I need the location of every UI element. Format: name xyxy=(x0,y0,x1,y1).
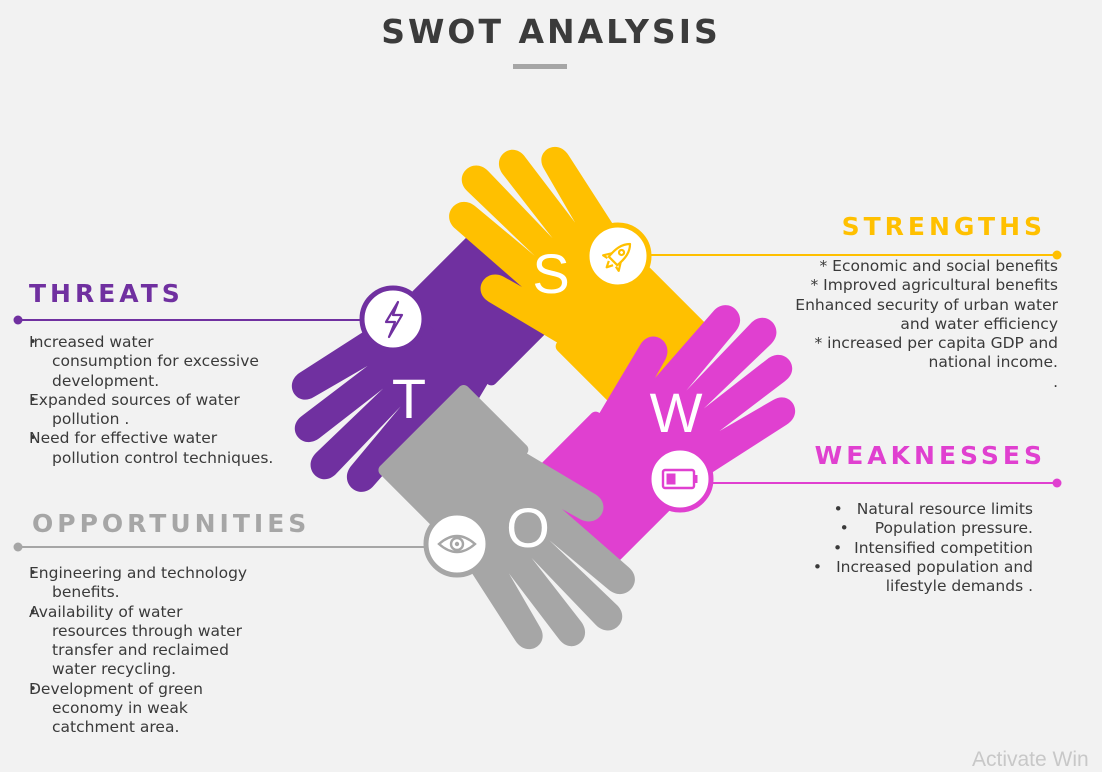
list-item-text: Increased population and xyxy=(836,557,1033,576)
threats-connector-dot xyxy=(13,315,23,325)
list-item: Increased water xyxy=(29,333,329,353)
list-item: • Increased population and xyxy=(812,557,1033,576)
weaknesses-heading: WEAKNESSES xyxy=(814,441,1046,470)
list-item: * increased per capita GDP and xyxy=(814,334,1059,353)
title-underline xyxy=(513,64,567,69)
list-item: Enhanced security of urban water xyxy=(795,295,1058,314)
list-item: development. xyxy=(52,371,160,390)
list-item: . xyxy=(1053,372,1058,391)
opportunities-list: Engineering and technology benefits. Ava… xyxy=(29,564,329,738)
threats-heading: THREATS xyxy=(29,279,184,308)
list-item-text: Natural resource limits xyxy=(856,500,1033,518)
opportunities-connector-dot xyxy=(13,542,23,552)
list-item: pollution . xyxy=(52,410,130,429)
list-item: Need for effective water xyxy=(29,429,329,449)
list-item-text: Intensified competition xyxy=(854,538,1033,557)
letter-w: W xyxy=(650,381,703,444)
strengths-list: * Economic and social benefits * Improve… xyxy=(758,257,1058,392)
rocket-icon xyxy=(584,222,652,290)
list-item: • Population pressure. xyxy=(839,519,1033,538)
list-item: Engineering and technology xyxy=(29,564,329,584)
connector-lines xyxy=(13,250,1062,552)
list-item: water recycling. xyxy=(52,660,177,679)
opportunities-heading: OPPORTUNITIES xyxy=(32,509,311,538)
weaknesses-list: • Natural resource limits • Population pre… xyxy=(773,500,1033,596)
activation-watermark: Activate Win xyxy=(972,748,1089,771)
list-item: lifestyle demands . xyxy=(885,577,1033,596)
lightning-icon xyxy=(359,285,427,353)
list-item: * Improved agricultural benefits xyxy=(810,276,1058,295)
eye-icon xyxy=(423,510,491,578)
list-item: Expanded sources of water xyxy=(29,391,329,411)
weaknesses-connector-dot xyxy=(1052,478,1062,488)
list-item: Development of green xyxy=(29,680,329,700)
list-item-text: Population pressure. xyxy=(874,519,1033,538)
battery-icon xyxy=(646,445,714,513)
list-item: catchment area. xyxy=(52,718,180,737)
list-item: resources through water xyxy=(52,621,243,640)
list-item: and water efficiency xyxy=(900,314,1058,333)
letter-s: S xyxy=(532,242,569,305)
list-item: Availability of water xyxy=(29,603,329,623)
list-item: transfer and reclaimed xyxy=(52,641,229,660)
list-item: • Natural resource limits xyxy=(833,500,1033,518)
list-item: economy in weak xyxy=(52,699,188,718)
threats-list: Increased water consumption for excessiv… xyxy=(29,333,329,468)
list-item: consumption for excessive xyxy=(52,352,259,371)
letter-t: T xyxy=(392,367,426,430)
list-item: * Economic and social benefits xyxy=(819,257,1059,275)
list-item: pollution control techniques. xyxy=(52,448,274,467)
strengths-connector-dot xyxy=(1052,250,1062,260)
strengths-heading: STRENGTHS xyxy=(841,212,1046,241)
list-item: national income. xyxy=(928,353,1058,372)
list-item: benefits. xyxy=(52,583,120,602)
page-title: SWOT ANALYSIS xyxy=(381,12,721,51)
letter-o: O xyxy=(506,496,550,559)
list-item: • Intensified competition xyxy=(833,538,1033,557)
